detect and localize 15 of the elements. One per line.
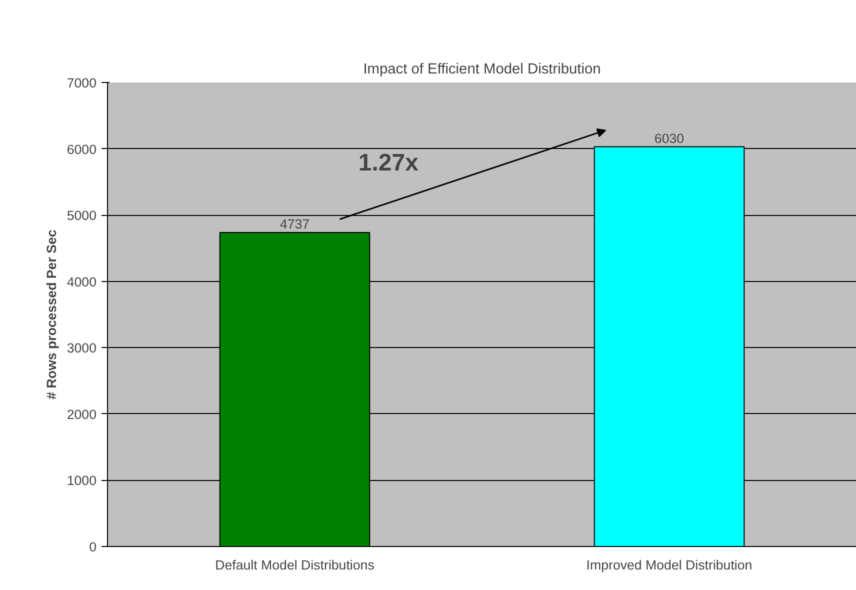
y-tick-label: 3000: [66, 340, 97, 356]
y-tick-label: 0: [89, 540, 97, 554]
y-tick-label: 5000: [66, 208, 97, 224]
y-tick-label: 4000: [66, 274, 97, 290]
x-tick-label: Default Model Distributions: [215, 558, 375, 572]
annotation: 1.27x: [358, 150, 420, 177]
chart-title: Impact of Efficient Model Distribution: [363, 62, 601, 78]
y-tick-label: 6000: [66, 142, 97, 157]
x-tick-label: Improved Model Distribution: [586, 558, 752, 572]
y-tick-label: 1000: [66, 473, 97, 488]
y-axis-title: # Rows processed Per Sec: [44, 229, 59, 400]
data-label: 6030: [654, 130, 684, 146]
y-tick-label: 2000: [66, 406, 97, 422]
data-label: 4737: [280, 216, 310, 232]
y-tick-label: 7000: [66, 76, 97, 90]
